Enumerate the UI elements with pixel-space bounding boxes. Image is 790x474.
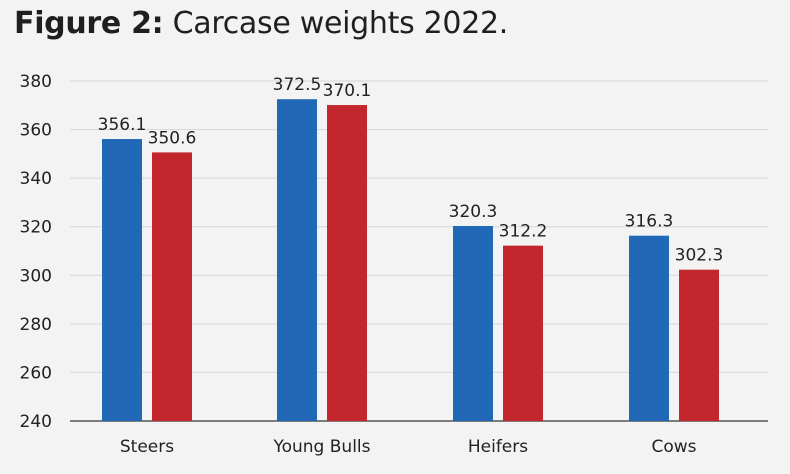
data-label: 372.5 <box>273 75 322 95</box>
data-label: 370.1 <box>323 81 372 101</box>
y-tick-label: 300 <box>20 266 52 286</box>
bar-steers-red <box>152 152 192 421</box>
bar-heifers-blue <box>453 225 493 421</box>
bar-steers-blue <box>102 139 142 422</box>
y-tick-label: 340 <box>20 169 52 189</box>
chart-title-lead: Figure 2: <box>14 6 164 41</box>
x-category-label: Young Bulls <box>272 437 370 457</box>
bar-cows-red <box>679 269 719 421</box>
data-label: 356.1 <box>98 115 147 135</box>
x-category-label: Heifers <box>468 437 528 457</box>
data-label: 312.2 <box>499 222 548 242</box>
bar-young-bulls-red <box>327 105 367 422</box>
y-tick-label: 360 <box>20 121 52 141</box>
chart-title-text: Carcase weights 2022. <box>172 6 509 41</box>
data-label: 350.6 <box>148 128 197 148</box>
y-tick-label: 320 <box>20 218 52 238</box>
bar-heifers-red <box>503 245 543 421</box>
data-label: 316.3 <box>625 212 674 232</box>
y-tick-label: 380 <box>20 72 52 92</box>
y-tick-label: 260 <box>20 363 52 383</box>
x-category-label: Steers <box>120 437 174 457</box>
y-tick-label: 240 <box>20 412 52 432</box>
bar-young-bulls-blue <box>277 99 317 421</box>
chart-title: Figure 2: Carcase weights 2022. <box>14 6 508 41</box>
x-category-label: Cows <box>651 437 696 457</box>
y-tick-label: 280 <box>20 315 52 335</box>
data-label: 320.3 <box>449 202 498 222</box>
data-label: 302.3 <box>675 246 724 266</box>
bar-cows-blue <box>629 235 669 421</box>
